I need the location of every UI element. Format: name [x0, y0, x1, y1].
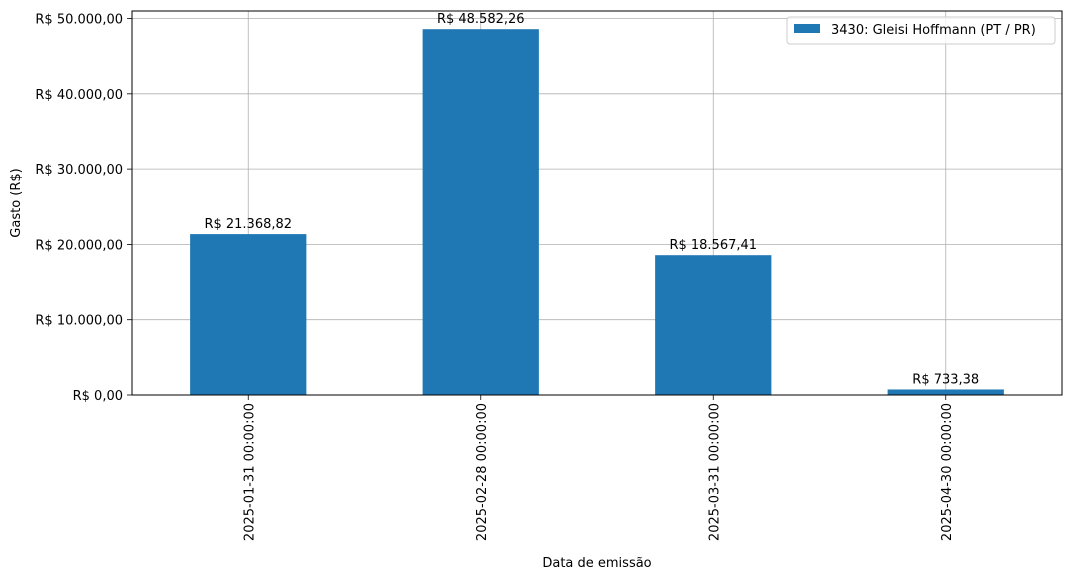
y-axis-label: Gasto (R$): [9, 168, 24, 237]
legend-entry-label: 3430: Gleisi Hoffmann (PT / PR): [831, 23, 1036, 38]
bar-value-label: R$ 21.368,82: [204, 217, 292, 232]
bar: [190, 234, 307, 395]
x-axis-ticks: 2025-01-31 00:00:00 2025-02-28 00:00:00 20…: [242, 395, 955, 541]
legend-swatch: [794, 24, 820, 33]
plot-frame: [131, 10, 1063, 396]
x-axis-label: Data de emissão: [542, 556, 651, 571]
legend: 3430: Gleisi Hoffmann (PT / PR): [786, 16, 1056, 45]
bar-value-label: R$ 18.567,41: [669, 238, 757, 253]
y-tick-label: R$ 50.000,00: [35, 13, 123, 28]
bar-value-label: R$ 48.582,26: [437, 12, 525, 27]
bar: [422, 29, 539, 395]
legend-frame: [786, 16, 1056, 45]
x-tick-label: 2025-01-31 00:00:00: [242, 403, 257, 541]
bar-value-label: R$ 733,38: [912, 372, 979, 387]
bar: [655, 255, 772, 395]
x-tick-label: 2025-03-31 00:00:00: [707, 403, 722, 541]
y-tick-label: R$ 30.000,00: [35, 163, 123, 178]
y-axis-ticks: R$ 0,00 R$ 10.000,00 R$ 20.000,00 R$ 30.000…: [35, 13, 132, 404]
x-tick-label: 2025-04-30 00:00:00: [940, 403, 955, 541]
bars: [190, 29, 1004, 395]
y-tick-label: R$ 10.000,00: [35, 314, 123, 329]
y-tick-label: R$ 0,00: [73, 389, 123, 404]
y-tick-label: R$ 40.000,00: [35, 88, 123, 103]
x-tick-label: 2025-02-28 00:00:00: [475, 403, 490, 541]
bar: [887, 389, 1004, 395]
bar-value-labels: R$ 21.368,82 R$ 48.582,26 R$ 18.567,41 R$ 7…: [204, 12, 979, 387]
y-tick-label: R$ 20.000,00: [35, 238, 123, 253]
